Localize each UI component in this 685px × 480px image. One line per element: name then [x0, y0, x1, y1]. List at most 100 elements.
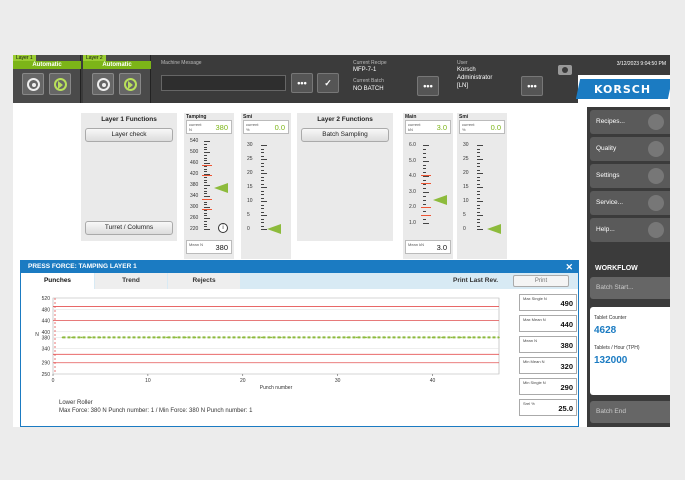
gauge-minor-tick [477, 222, 480, 223]
data-point [393, 336, 396, 339]
gauge-title: Main [405, 114, 417, 120]
data-point [90, 336, 92, 339]
gauge-minor-tick [204, 143, 207, 145]
gauge-tick-label: 20 [463, 170, 469, 176]
layer2-auto-button[interactable] [119, 73, 141, 95]
data-point [99, 336, 102, 339]
gauge-minor-tick [261, 211, 264, 213]
main-current-box: current kN 3.0 [405, 120, 451, 134]
data-point [431, 336, 434, 339]
close-icon[interactable]: ✕ [565, 262, 573, 272]
gauge-minor-tick [423, 168, 426, 170]
punch-force-chart: 520 480 440 400 380 340 290 250 0 10 20 30 40 Punch n… [29, 294, 507, 398]
batch-sampling-button[interactable]: Batch Sampling [301, 128, 389, 142]
data-point [327, 336, 329, 339]
gauge-tick [261, 215, 267, 216]
cycle-icon [27, 78, 40, 91]
tab-rejects[interactable]: Rejects [168, 273, 240, 289]
gauge-minor-tick [261, 180, 264, 181]
gauge-tick-label: 10 [463, 198, 469, 204]
gauge-minor-tick [204, 176, 207, 178]
user-language: [LN] [457, 83, 469, 89]
gauge-tick [477, 173, 483, 174]
stat-value: 320 [560, 362, 573, 371]
data-point [156, 336, 159, 339]
sidebar-item-service[interactable]: Service... [590, 191, 670, 215]
gauge-tick-label: 0 [463, 226, 466, 232]
gauge-tick-label: 15 [463, 184, 469, 190]
gauge-minor-tick [204, 146, 207, 148]
current-recipe-value: MFP-7-1 [353, 67, 377, 73]
turret-columns-button[interactable]: Turret / Columns [85, 221, 173, 235]
press-force-dialog: PRESS FORCE: TAMPING LAYER 1 ✕ Punches T… [20, 260, 579, 427]
data-point [61, 336, 64, 339]
sidebar-item-label: Quality [596, 145, 617, 152]
batch-end-button[interactable]: Batch End [590, 401, 670, 423]
camera-icon[interactable] [558, 65, 572, 75]
current-batch-value: NO BATCH [353, 86, 384, 92]
tamping-current-box: current N 380 [186, 120, 232, 134]
data-point [109, 336, 111, 339]
gauge-tick-label: 20 [247, 170, 253, 176]
gauge-minor-tick [423, 152, 426, 154]
data-point [365, 336, 367, 339]
gauge-minor-tick [261, 166, 264, 167]
gauge-tick [423, 191, 429, 193]
gauge-tick [477, 201, 483, 202]
gauge-minor-tick [477, 169, 480, 171]
data-point [469, 336, 472, 339]
gauge-minor-tick [261, 222, 264, 223]
sidebar-item-recipes[interactable]: Recipes... [590, 110, 670, 134]
layer1-auto-button[interactable] [49, 73, 71, 95]
gauge-tick [204, 174, 210, 175]
gauge-tick [204, 196, 210, 197]
sidebar-item-help[interactable]: Help... [590, 218, 670, 242]
message-more-button[interactable]: ••• [291, 73, 313, 93]
gauge-tick-label: 220 [190, 226, 199, 232]
gauge-minor-tick [204, 154, 207, 156]
gauge-title: Tamping [186, 114, 207, 120]
data-point [204, 336, 206, 339]
gauge-minor-tick [261, 183, 264, 185]
batch-start-button[interactable]: Batch Start... [590, 277, 670, 299]
data-point [479, 336, 481, 339]
layer1-manual-button[interactable] [22, 73, 44, 95]
limit-marker [421, 215, 431, 216]
gauge-minor-tick [204, 209, 207, 211]
message-confirm-button[interactable]: ✓ [317, 73, 339, 93]
top-bar: Layer 1 Automatic Layer 2 Automatic Mach… [13, 55, 670, 103]
gauge-minor-tick [423, 172, 426, 174]
gauge-tick [477, 229, 483, 230]
tab-trend[interactable]: Trend [95, 273, 167, 289]
print-button[interactable]: Print [513, 275, 569, 287]
brand-area: 3/12/2023 9:04:50 PM KORSCH [575, 55, 670, 103]
sidebar-item-settings[interactable]: Settings [590, 164, 670, 188]
data-point [185, 336, 187, 339]
limit-marker [202, 209, 212, 210]
wrench-icon [648, 195, 664, 211]
layer2-manual-button[interactable] [92, 73, 114, 95]
sidebar-item-quality[interactable]: Quality [590, 137, 670, 161]
gauge-tick-label: 30 [463, 142, 469, 148]
gauge-minor-tick [477, 162, 480, 164]
user-label: User [457, 60, 468, 66]
gauge-minor-tick [204, 182, 207, 184]
user-more-button[interactable]: ••• [521, 76, 543, 96]
gauge-minor-tick [261, 208, 264, 209]
gauge-tick-label: 5 [463, 212, 466, 218]
data-point [279, 336, 282, 339]
layer-check-button[interactable]: Layer check [85, 128, 173, 142]
gauge-tick-label: 1.0 [409, 220, 416, 226]
gauge-tick-label: 420 [190, 171, 199, 177]
recipe-more-button[interactable]: ••• [417, 76, 439, 96]
info-icon[interactable]: i [218, 223, 228, 233]
tab-punches[interactable]: Punches [21, 273, 94, 289]
data-point [118, 336, 121, 339]
data-point [488, 336, 491, 339]
y-tick-label: 250 [42, 372, 51, 378]
layer1-mode: Automatic [13, 61, 81, 69]
main-current-marker [433, 195, 447, 205]
smi2-current-value: 0.0 [490, 123, 501, 132]
right-sidebar: Recipes... Quality Settings Service... H… [587, 107, 670, 427]
gauge-minor-tick [261, 176, 264, 178]
